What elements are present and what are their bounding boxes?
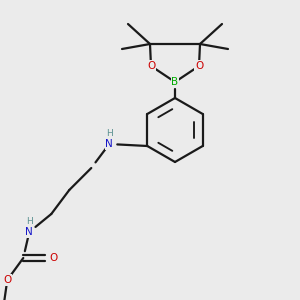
Text: B: B [171, 77, 178, 87]
Text: H: H [106, 130, 113, 139]
Text: O: O [147, 61, 155, 71]
Text: N: N [105, 139, 113, 149]
Text: H: H [26, 218, 33, 226]
Text: O: O [195, 61, 203, 71]
Text: O: O [49, 253, 57, 263]
Text: N: N [26, 227, 33, 237]
Text: O: O [3, 275, 11, 285]
